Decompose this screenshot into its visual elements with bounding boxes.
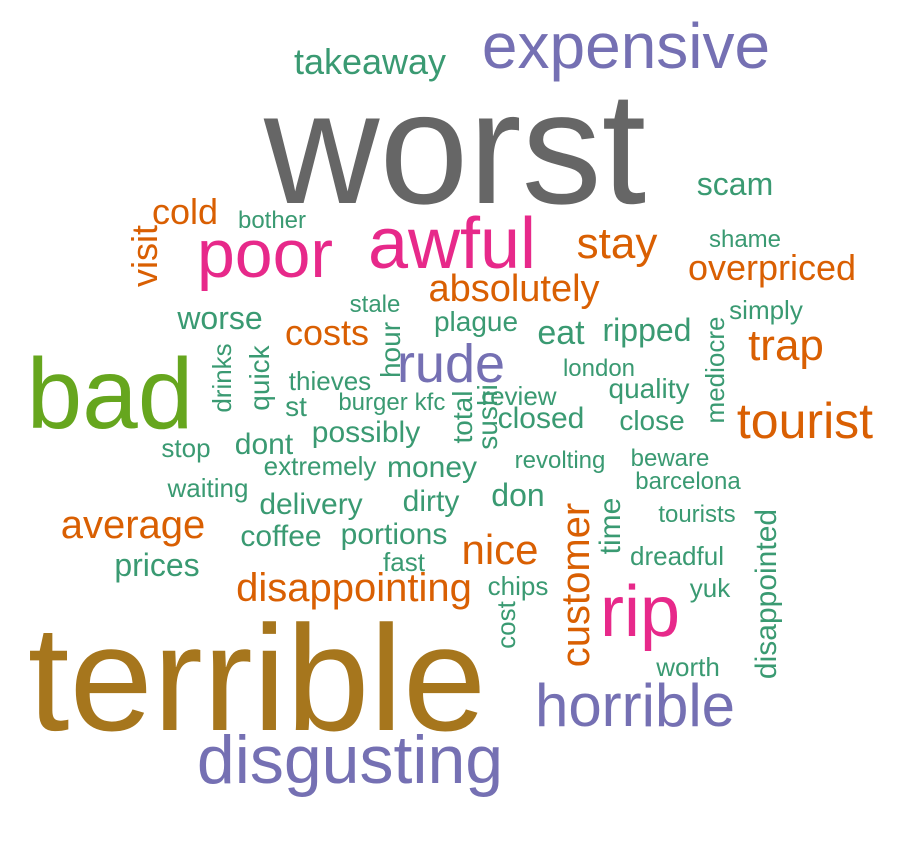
word-visit: visit bbox=[124, 225, 165, 287]
word-shame: shame bbox=[708, 226, 782, 253]
word-thieves: thieves bbox=[288, 366, 372, 396]
word-chips: chips bbox=[487, 571, 549, 601]
word-possibly: possibly bbox=[311, 416, 421, 449]
word-tourists: tourists bbox=[658, 501, 736, 528]
word-portions: portions bbox=[340, 518, 448, 551]
word-worth: worth bbox=[656, 652, 720, 682]
word-stale: stale bbox=[349, 291, 401, 318]
word-quality: quality bbox=[608, 373, 690, 404]
word-simply: simply bbox=[729, 295, 803, 325]
word-don: don bbox=[491, 477, 545, 513]
word-awful: awful bbox=[367, 204, 537, 284]
word-expensive: expensive bbox=[481, 10, 771, 82]
word-overpriced: overpriced bbox=[687, 247, 857, 288]
word-burger: burger bbox=[338, 389, 408, 416]
word-rude: rude bbox=[396, 334, 506, 394]
word-terrible: terrible bbox=[27, 594, 487, 762]
word-revolting: revolting bbox=[514, 447, 606, 474]
word-coffee: coffee bbox=[240, 520, 322, 553]
word-trap: trap bbox=[748, 321, 824, 370]
word-scam: scam bbox=[696, 166, 774, 202]
word-mediocre: mediocre bbox=[700, 316, 730, 424]
word-waiting: waiting bbox=[167, 473, 249, 503]
word-st: st bbox=[285, 391, 307, 422]
word-stop: stop bbox=[161, 433, 211, 463]
word-cost: cost bbox=[491, 601, 521, 649]
word-stay: stay bbox=[576, 219, 658, 268]
word-disgusting: disgusting bbox=[196, 722, 504, 798]
word-extremely: extremely bbox=[263, 451, 377, 481]
word-costs: costs bbox=[284, 312, 370, 353]
word-dirty: dirty bbox=[402, 485, 460, 518]
word-horrible: horrible bbox=[534, 672, 736, 739]
word-takeaway: takeaway bbox=[293, 41, 447, 82]
word-eat: eat bbox=[537, 314, 585, 352]
word-poor: poor bbox=[196, 216, 334, 292]
word-money: money bbox=[386, 451, 478, 484]
word-close: close bbox=[619, 405, 685, 436]
word-dreadful: dreadful bbox=[630, 541, 724, 571]
word-disappointing: disappointing bbox=[236, 566, 472, 610]
word-nice: nice bbox=[461, 526, 539, 573]
word-drinks: drinks bbox=[207, 343, 237, 413]
word-ripped: ripped bbox=[602, 312, 692, 348]
word-cold: cold bbox=[151, 191, 219, 232]
word-dont: dont bbox=[234, 428, 294, 461]
word-average: average bbox=[60, 503, 206, 547]
word-delivery: delivery bbox=[259, 488, 363, 521]
word-yuk: yuk bbox=[689, 573, 731, 603]
word-worse: worse bbox=[177, 300, 263, 336]
word-disappointed: disappointed bbox=[750, 508, 783, 680]
word-prices: prices bbox=[114, 547, 200, 583]
word-customer: customer bbox=[554, 502, 598, 668]
word-beware: beware bbox=[630, 445, 710, 472]
word-plague: plague bbox=[433, 306, 519, 337]
word-bad: bad bbox=[26, 338, 194, 450]
word-rip: rip bbox=[599, 572, 681, 652]
word-closed: closed bbox=[497, 402, 585, 435]
word-london: london bbox=[562, 355, 636, 382]
word-quick: quick bbox=[244, 345, 275, 411]
word-fast: fast bbox=[383, 547, 425, 577]
word-worst: worst bbox=[263, 58, 647, 237]
word-tourist: tourist bbox=[736, 393, 874, 449]
word-bother: bother bbox=[237, 207, 307, 234]
word-review: review bbox=[481, 381, 557, 411]
word-time: time bbox=[594, 497, 627, 555]
word-barcelona: barcelona bbox=[635, 468, 741, 495]
word-absolutely: absolutely bbox=[428, 268, 600, 310]
word-kfc: kfc bbox=[414, 389, 446, 416]
